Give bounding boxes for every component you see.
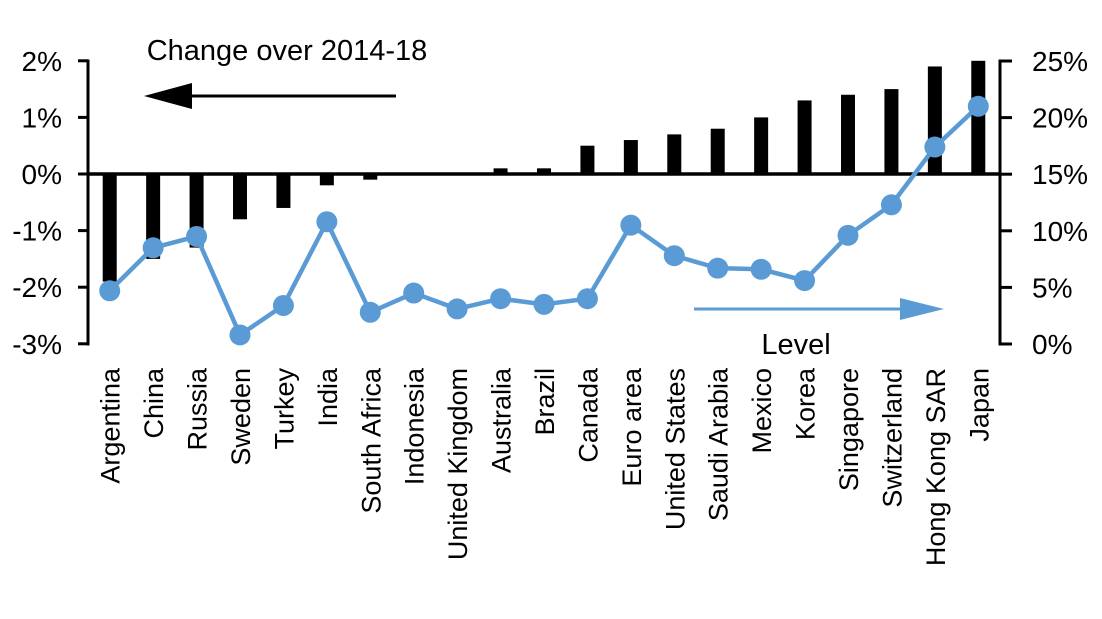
bar-Euro area [623,140,638,174]
level-dot-Canada [576,288,598,310]
level-dot-Switzerland [880,194,902,216]
level-dot-Brazil [533,293,555,315]
level-dot-Australia [490,288,512,310]
category-label-India: India [313,367,343,427]
category-label-Saudi Arabia: Saudi Arabia [704,367,734,521]
left-axis-tick-label: -3% [12,329,62,360]
left-axis-tick-label: 2% [22,46,62,77]
category-label-South Africa: South Africa [356,367,386,514]
line-series-annotation-label: Level [761,329,830,361]
level-dot-Turkey [272,295,294,317]
bar-Saudi Arabia [710,128,725,174]
category-label-United Kingdom: United Kingdom [443,368,473,560]
level-dot-United States [663,245,685,267]
level-dot-Korea [794,270,816,292]
right-arrow-head [900,298,944,320]
category-label-Australia: Australia [487,367,517,473]
right-axis-tick-label: 15% [1032,159,1088,190]
bar-Singapore [841,94,855,174]
level-dot-Sweden [229,324,251,346]
category-label-Japan: Japan [964,368,994,442]
category-label-Russia: Russia [183,367,213,451]
level-dot-Singapore [837,224,859,246]
level-dot-Russia [186,225,208,247]
bar-Korea [797,100,812,174]
bar-Japan [971,60,986,174]
level-dot-China [142,237,164,259]
bar-Brazil [537,168,551,174]
level-dot-Hong Kong SAR [924,136,946,158]
category-label-Mexico: Mexico [747,368,777,454]
bar-United States [667,134,682,174]
category-label-Sweden: Sweden [226,368,256,466]
level-dot-Indonesia [403,282,425,304]
bar-Argentina [102,174,117,282]
plot-area: 2% 1% 0% -1% -2% -3% 25% 20% 15% 10% 5% 0% Argentina… [12,46,1088,566]
category-label-Indonesia: Indonesia [400,367,430,485]
bar-Mexico [754,117,769,174]
bar-India [319,174,334,186]
category-label-Argentina: Argentina [96,367,126,484]
bar-series-annotation-label: Change over 2014-18 [147,35,428,67]
bar-Turkey [276,174,291,208]
level-dot-United Kingdom [446,298,468,320]
category-label-United States: United States [660,368,690,530]
category-label-Switzerland: Switzerland [877,368,907,508]
category-label-Brazil: Brazil [530,368,560,436]
right-axis-tick-label: 25% [1032,46,1088,77]
right-arrow [694,298,944,320]
level-dot-Saudi Arabia [707,257,729,279]
bar-Australia [493,168,508,174]
category-label-China: China [139,367,169,439]
left-axis-tick-label: 1% [22,102,62,133]
left-axis-tick-label: -2% [12,272,62,303]
right-axis-tick-label: 20% [1032,103,1088,134]
left-axis-tick-label: -1% [12,216,62,247]
level-dot-Japan [967,95,989,117]
bar-Canada [580,145,595,174]
bar-Hong Kong SAR [927,66,942,174]
level-dot-South Africa [359,301,381,323]
bar-Sweden [233,174,247,220]
right-axis-tick-label: 0% [1032,329,1072,360]
bar-South Africa [363,174,378,180]
left-arrow [144,83,396,109]
level-dot-Mexico [750,258,772,280]
level-dot-India [316,211,338,233]
category-label-Turkey: Turkey [269,368,299,450]
category-label-Canada: Canada [573,367,603,463]
category-label-Hong Kong SAR: Hong Kong SAR [921,368,951,566]
category-label-Euro area: Euro area [617,367,647,487]
right-axis-tick-label: 5% [1032,272,1072,303]
left-arrow-head [144,83,192,109]
category-label-Korea: Korea [791,367,821,440]
bar-Switzerland [884,89,899,174]
right-axis-tick-label: 10% [1032,216,1088,247]
level-dot-Argentina [99,280,121,302]
level-dot-Euro area [620,214,642,236]
left-axis-tick-label: 0% [22,159,62,190]
bar-China [146,174,161,259]
category-label-Singapore: Singapore [834,368,864,491]
